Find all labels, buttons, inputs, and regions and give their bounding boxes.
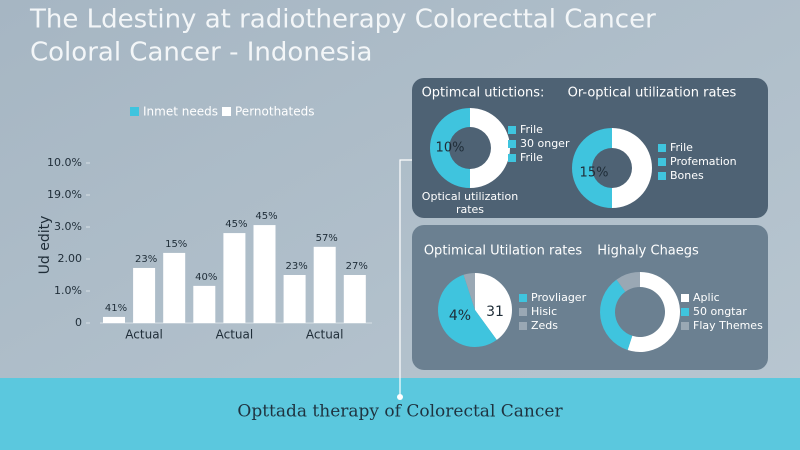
pie-slice xyxy=(627,272,680,352)
donut-hole xyxy=(615,287,665,337)
legend-label: Provliager xyxy=(531,291,587,304)
y-tick-label: 1.0% xyxy=(54,284,82,297)
bar-annotation: 41% xyxy=(105,303,127,314)
connector-dot xyxy=(397,394,403,400)
pie-slice xyxy=(437,274,497,348)
legend-label: Hisic xyxy=(531,305,557,318)
y-tick-label: 3.0% xyxy=(54,220,82,233)
y-tick-label: 2.00 xyxy=(58,252,83,265)
bar xyxy=(253,225,276,323)
legend-label: Inmet needs xyxy=(143,105,218,119)
legend-swatch xyxy=(681,322,689,330)
legend-swatch xyxy=(681,308,689,316)
pie-title: Highaly Chaegs xyxy=(597,244,699,259)
pie-slice xyxy=(475,273,512,340)
bar xyxy=(133,267,156,323)
legend-label: Flay Themes xyxy=(693,319,763,332)
connector xyxy=(399,159,412,397)
legend-swatch xyxy=(519,294,527,302)
pie-caption: rates xyxy=(456,203,484,216)
pie-slice xyxy=(430,108,470,188)
bar xyxy=(103,316,125,323)
legend-label: Profemation xyxy=(670,155,737,168)
bar xyxy=(343,275,366,323)
legend-swatch xyxy=(658,158,666,166)
bar-annotation: 23% xyxy=(135,254,157,265)
pie-title: Optimcal utictions: xyxy=(422,86,545,101)
x-tick-label: Actual xyxy=(306,328,344,342)
pie-label: 15% xyxy=(580,166,609,181)
y-tick-label: 19.0% xyxy=(47,188,82,201)
pie-slice xyxy=(463,273,475,310)
title: Coloral Cancer - Indonesia xyxy=(30,38,373,68)
pie-slice xyxy=(470,108,510,188)
y-tick-label: 10.0% xyxy=(47,156,82,169)
legend-label: Aplic xyxy=(693,291,720,304)
bar xyxy=(283,275,306,323)
bar-annotation: 27% xyxy=(346,261,368,272)
bar-annotation: 40% xyxy=(195,272,217,283)
bar-annotation: 57% xyxy=(316,233,338,244)
pie-label: 31 xyxy=(486,304,504,320)
donut-hole xyxy=(449,127,491,169)
legend-label: Bones xyxy=(670,169,704,182)
pie-title: Or-optical utilization rates xyxy=(568,86,737,101)
bar-annotation: 15% xyxy=(165,239,187,250)
legend-swatch xyxy=(681,294,689,302)
bar xyxy=(223,233,246,323)
legend-label: Frile xyxy=(520,123,543,136)
legend-swatch xyxy=(508,154,516,162)
legend-swatch xyxy=(658,144,666,152)
bar xyxy=(163,252,186,323)
legend-label: Zeds xyxy=(531,319,558,332)
x-tick-label: Actual xyxy=(125,328,163,342)
legend-label: Pernothateds xyxy=(235,105,314,119)
x-tick-label: Actual xyxy=(216,328,254,342)
legend-swatch xyxy=(130,107,139,116)
y-tick-label: 0 xyxy=(75,316,82,329)
pie-title: Optimical Utilation rates xyxy=(424,244,583,259)
legend-swatch xyxy=(658,172,666,180)
footer-caption: Opttada therapy of Colorectal Cancer xyxy=(237,402,563,422)
bar xyxy=(313,246,336,323)
y-axis-label: Ud edity xyxy=(37,216,53,275)
pie-label: 10% xyxy=(436,141,465,156)
donut-hole xyxy=(592,148,632,188)
legend-label: 50 ongtar xyxy=(693,305,747,318)
bar xyxy=(193,285,216,323)
pie-slice xyxy=(600,279,633,351)
legend-swatch xyxy=(519,322,527,330)
bar-annotation: 23% xyxy=(285,261,307,272)
pie-slice xyxy=(616,272,640,292)
pie-caption: Optical utilization xyxy=(422,190,518,203)
legend-swatch xyxy=(222,107,231,116)
bar-annotation: 45% xyxy=(255,211,277,222)
legend-swatch xyxy=(519,308,527,316)
title: The Ldestiny at radiotherapy Colorecttal… xyxy=(29,5,656,35)
bar-annotation: 45% xyxy=(225,219,247,230)
pie-slice xyxy=(612,128,652,208)
pie-slice xyxy=(572,128,612,208)
pie-label: 4% xyxy=(449,308,471,324)
legend-label: 30 onger xyxy=(520,137,570,150)
legend-swatch xyxy=(508,140,516,148)
legend-label: Frile xyxy=(670,141,693,154)
legend-swatch xyxy=(508,126,516,134)
legend-label: Frile xyxy=(520,151,543,164)
